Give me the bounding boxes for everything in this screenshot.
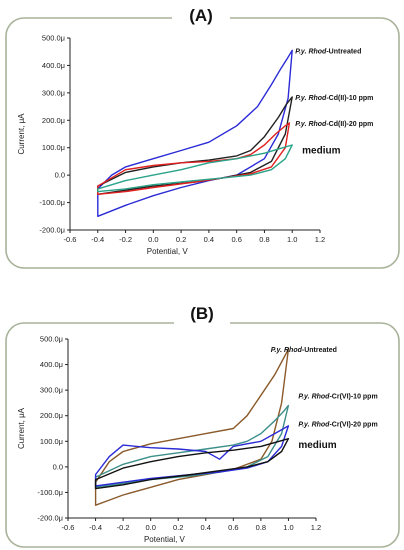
x-tick-label: 0.2 [173, 523, 183, 532]
series-label-3: P.y. Rhod-Cr(VI)-20 ppm [298, 421, 377, 428]
y-tick-label: 0.0 [55, 171, 65, 180]
series-curve-3 [97, 122, 291, 195]
y-tick-label: 100.0μ [40, 437, 63, 446]
panel-b-letter: (B) [190, 304, 214, 323]
y-tick-label: 100.0μ [42, 143, 65, 152]
panel-a-letter: (A) [189, 6, 213, 25]
series-label-2: P.y. Rhod-Cd(II)-10 ppm [295, 95, 373, 102]
series-label-4: medium [302, 145, 340, 156]
x-tick-label: -0.6 [64, 235, 77, 244]
x-axis-label: Potential, V [147, 247, 189, 256]
series-label-1: P.y. Rhod-Untreated [271, 347, 337, 354]
x-tick-label: 0.0 [145, 523, 155, 532]
plot-b: -0.6 -0.4 -0.2 0.0 0.2 0.4 0.6 0.8 1.0 1.2 -200.0μ… [17, 335, 378, 545]
series-label-1: P.y. Rhod-Untreated [295, 48, 361, 55]
series-label-2: P.y. Rhod-Cr(VI)-10 ppm [298, 393, 377, 400]
y-tick-label: 200.0μ [40, 411, 63, 420]
panel-b: (B) -0.6 -0.4 -0.2 0.0 0.2 0.4 0.6 0.8 1.0 1.2 -20… [5, 301, 400, 548]
x-tick-label: 0.2 [176, 235, 186, 244]
series-curve-4 [97, 144, 293, 193]
x-tick-label: 0.4 [204, 235, 214, 244]
y-tick-label: 400.0μ [42, 61, 65, 70]
series-curve-4 [94, 438, 290, 490]
x-tick-label: 0.6 [228, 523, 238, 532]
series-curve-1 [94, 348, 290, 506]
panel-b-letter-bg [174, 301, 230, 325]
y-tick-label: 0.0 [53, 462, 63, 471]
x-tick-label: 1.0 [287, 235, 297, 244]
x-tick-label: -0.4 [89, 523, 102, 532]
plot-a: -0.6 -0.4 -0.2 0.0 0.2 0.4 0.6 0.8 1.0 1.2 -200.0μ… [17, 34, 373, 257]
y-tick-label: -200.0μ [39, 226, 65, 235]
y-tick-label: -100.0μ [37, 488, 63, 497]
y-tick-label: 500.0μ [42, 34, 65, 43]
panel-a-letter-bg [172, 3, 230, 27]
x-tick-label: 1.2 [315, 235, 325, 244]
y-tick-label: 500.0μ [40, 335, 63, 344]
x-tick-label: -0.4 [91, 235, 104, 244]
x-axis-label: Potential, V [144, 535, 186, 544]
series-label-4: medium [298, 440, 336, 451]
y-tick-label: 300.0μ [40, 386, 63, 395]
panel-b-frame [5, 322, 400, 548]
x-tick-label: -0.2 [117, 523, 130, 532]
x-tick-label: 1.2 [311, 523, 321, 532]
y-tick-label: 400.0μ [40, 360, 63, 369]
x-tick-label: 0.8 [256, 523, 266, 532]
y-tick-label: 300.0μ [42, 88, 65, 97]
y-tick-label: -100.0μ [39, 198, 65, 207]
x-tick-label: 1.0 [283, 523, 293, 532]
y-axis-label: Current, μA [17, 113, 26, 155]
x-tick-label: 0.8 [259, 235, 269, 244]
y-axis-label: Current, μA [17, 407, 26, 449]
x-tick-label: 0.6 [231, 235, 241, 244]
series-curve-1 [97, 49, 293, 217]
x-tick-label: -0.2 [119, 235, 132, 244]
series-label-3: P.y. Rhod-Cd(II)-20 ppm [295, 121, 373, 128]
x-tick-label: 0.4 [201, 523, 211, 532]
y-tick-label: -200.0μ [37, 514, 63, 523]
x-tick-label: -0.6 [62, 523, 75, 532]
x-tick-label: 0.0 [148, 235, 158, 244]
y-tick-label: 200.0μ [42, 116, 65, 125]
panel-a: (A) -0.6 -0.4 -0.2 0.0 0.2 0.4 0.6 0.8 1.0 1.2 -20… [5, 3, 400, 269]
